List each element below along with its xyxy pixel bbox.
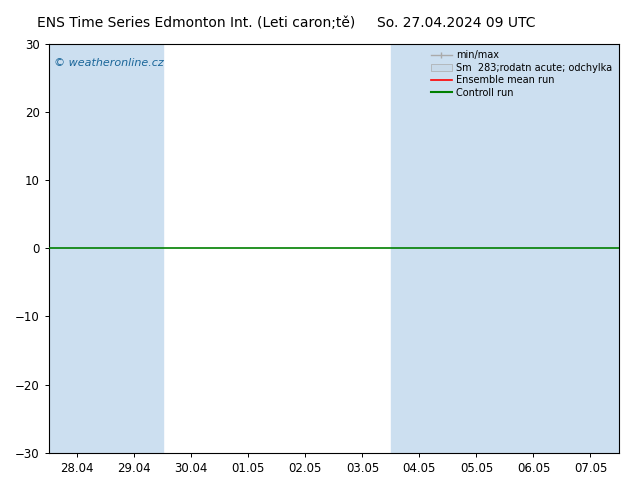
Text: ENS Time Series Edmonton Int. (Leti caron;tě): ENS Time Series Edmonton Int. (Leti caro…	[37, 16, 356, 30]
Text: So. 27.04.2024 09 UTC: So. 27.04.2024 09 UTC	[377, 16, 536, 30]
Legend: min/max, Sm  283;rodatn acute; odchylka, Ensemble mean run, Controll run: min/max, Sm 283;rodatn acute; odchylka, …	[429, 49, 614, 99]
Text: © weatheronline.cz: © weatheronline.cz	[55, 58, 164, 68]
Bar	[391, 44, 505, 453]
Bar	[505, 44, 619, 453]
Bar	[49, 44, 163, 453]
